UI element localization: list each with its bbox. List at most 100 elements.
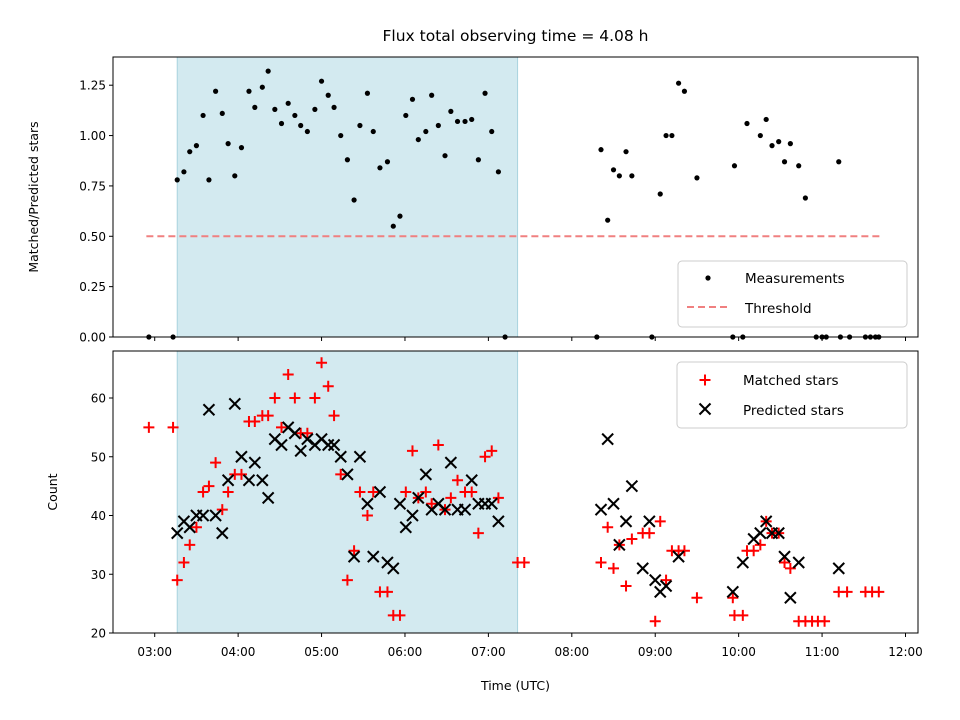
measurement-point [232, 173, 238, 179]
measurement-point [206, 177, 212, 183]
x-tick-label: 09:00 [638, 645, 673, 659]
x-tick-label: 06:00 [388, 645, 423, 659]
predicted-point [171, 526, 184, 540]
measurement-point [238, 145, 245, 151]
x-tick-label: 10:00 [721, 645, 756, 659]
bottom-y-tick-label: 50 [91, 450, 106, 464]
measurement-point [610, 167, 617, 173]
measurement-point [694, 175, 700, 181]
measurement-point [657, 191, 663, 197]
matched-point [727, 592, 739, 604]
measurement-point [292, 112, 298, 119]
measurement-point [681, 88, 688, 94]
predicted-point-stroke [373, 485, 387, 499]
measurement-point [357, 122, 363, 129]
measurement-point [454, 118, 461, 125]
predicted-point-stroke [444, 456, 458, 469]
measurement-point [776, 139, 782, 145]
predicted-point [619, 515, 633, 528]
predicted-point [353, 450, 367, 463]
top-legend-box [677, 260, 908, 328]
measurement-point [669, 132, 675, 139]
x-tick-label: 03:00 [137, 645, 172, 659]
predicted-point [387, 562, 400, 575]
measurement-point [731, 163, 738, 169]
top-axes-frame [112, 56, 919, 338]
predicted-point [613, 538, 626, 552]
bottom-y-tick-label: 20 [91, 627, 106, 641]
matched-point [595, 557, 607, 568]
matched-point [472, 527, 484, 539]
predicted-point [327, 438, 341, 452]
predicted-point-stroke [381, 556, 394, 569]
predicted-point [832, 562, 845, 575]
measurement-point [475, 157, 481, 163]
predicted-point-stroke [432, 497, 445, 510]
top-y-tick-label: 0.25 [79, 280, 106, 294]
x-tick-label: 11:00 [805, 645, 840, 659]
measurement-point [246, 88, 252, 94]
predicted-point-stroke [485, 497, 498, 510]
measurement-point [304, 128, 310, 135]
predicted-point-stroke [209, 509, 222, 522]
matched-point [309, 392, 321, 404]
measurement-point [482, 90, 488, 96]
predicted-point-stroke [649, 573, 662, 587]
predicted-point [347, 550, 361, 563]
measurement-point [174, 177, 180, 183]
predicted-point-stroke [202, 403, 216, 416]
legend-x [698, 402, 712, 416]
predicted-point-stroke [353, 450, 367, 463]
matched-point [197, 486, 209, 498]
matched-point [328, 410, 340, 422]
predicted-point [438, 503, 452, 516]
matched-point [190, 521, 202, 533]
predicted-point-stroke [248, 456, 262, 469]
measurement-point [675, 80, 682, 86]
matched-point [649, 615, 661, 627]
predicted-point [275, 438, 288, 452]
matched-point [269, 392, 281, 404]
matched-point [282, 369, 294, 380]
matched-point [426, 498, 438, 510]
matched-point [235, 468, 247, 480]
predicted-point-stroke [301, 432, 314, 446]
predicted-point [649, 573, 662, 587]
measurement-point [298, 122, 304, 129]
predicted-point-stroke [281, 421, 295, 434]
predicted-point [196, 509, 210, 522]
x-tick-label: 08:00 [555, 645, 590, 659]
predicted-point-stroke [438, 503, 452, 516]
measurement-point [763, 116, 769, 123]
predicted-point [361, 497, 374, 510]
measurement-point [219, 110, 225, 117]
predicted-point-stroke [636, 562, 649, 575]
predicted-point-stroke [275, 438, 288, 452]
predicted-point-stroke [772, 526, 785, 540]
matched-point [754, 539, 766, 551]
predicted-point [607, 497, 620, 510]
matched-point [367, 486, 379, 498]
predicted-point-stroke [419, 468, 433, 481]
predicted-point-stroke [594, 503, 608, 516]
predicted-point [235, 450, 248, 463]
predicted-point [242, 474, 256, 487]
measurement-point [364, 90, 371, 96]
legend-threshold-label: Threshold [744, 301, 812, 317]
matched-point [354, 486, 366, 498]
predicted-point-stroke [759, 515, 773, 528]
measurement-point [338, 132, 344, 139]
measurement-point [757, 132, 763, 139]
measurement-point [802, 195, 808, 201]
top-observing-span [176, 56, 519, 338]
matched-point [620, 580, 632, 592]
predicted-point-stroke [607, 497, 620, 510]
legend-plus [699, 374, 711, 386]
matched-point [748, 545, 760, 557]
bottom-legend: Matched stars Predicted stars [676, 361, 908, 429]
measurement-point [384, 159, 391, 165]
predicted-point [334, 450, 347, 463]
measurement-point [469, 116, 475, 123]
predicted-point [444, 456, 458, 469]
